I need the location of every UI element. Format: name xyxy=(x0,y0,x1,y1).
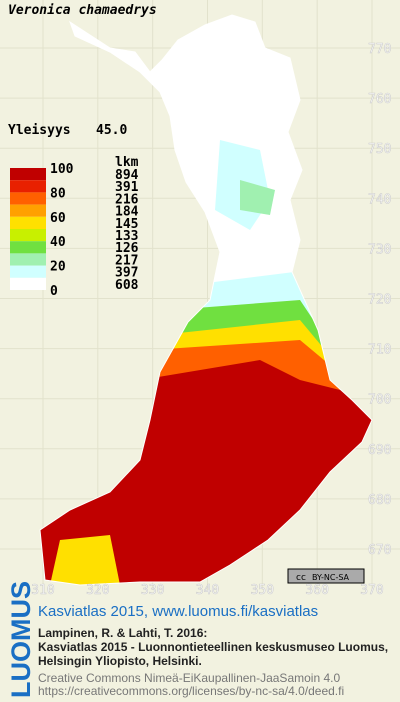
x-tick-label: 310 xyxy=(31,583,54,598)
badge-cc: cc xyxy=(296,573,306,583)
x-tick-label: 340 xyxy=(196,583,219,598)
legend-count: 145 xyxy=(115,217,138,232)
legend-count: 894 xyxy=(115,168,139,183)
legend-label: 100 xyxy=(50,162,74,177)
legend-swatch xyxy=(10,277,46,290)
footer-heading: Kasviatlas 2015, www.luomus.fi/kasviatla… xyxy=(38,603,318,620)
legend-count: 133 xyxy=(115,229,138,244)
legend-count: 608 xyxy=(115,278,139,293)
x-tick-label: 370 xyxy=(360,583,383,598)
legend-count: 391 xyxy=(115,180,139,195)
y-tick-label: 750 xyxy=(368,142,391,157)
legend-swatch xyxy=(10,216,46,229)
title: Veronica chamaedrys xyxy=(8,3,157,18)
license-line: Creative Commons Nimeä-EiKaupallinen-Jaa… xyxy=(38,671,340,685)
y-tick-label: 730 xyxy=(368,242,391,257)
y-tick-label: 670 xyxy=(368,543,391,558)
legend-swatch xyxy=(10,204,46,217)
legend-label: 60 xyxy=(50,211,66,226)
legend-count: 217 xyxy=(115,253,138,268)
legend-count: 184 xyxy=(115,205,139,220)
x-tick-label: 360 xyxy=(305,583,328,598)
badge-terms: BY-NC-SA xyxy=(312,573,350,582)
legend-swatch xyxy=(10,229,46,242)
count-header: lkm xyxy=(115,155,139,170)
legend-swatch xyxy=(10,180,46,193)
zone xyxy=(50,535,120,585)
frequency-value: 45.0 xyxy=(96,123,127,138)
legend-label: 80 xyxy=(50,186,66,201)
y-tick-label: 700 xyxy=(368,393,391,408)
legend-count: 397 xyxy=(115,266,138,281)
legend-swatch xyxy=(10,192,46,205)
citation-line: Lampinen, R. & Lahti, T. 2016: xyxy=(38,626,207,640)
frequency-label: Yleisyys xyxy=(8,123,71,138)
legend: 100 80 60 40 20 0 8943912161841451331262173976… xyxy=(10,162,139,299)
badge-box xyxy=(287,568,365,584)
x-tick-label: 350 xyxy=(251,583,274,598)
legend-count: 126 xyxy=(115,241,139,256)
citation-line: Kasviatlas 2015 - Luonnontieteellinen ke… xyxy=(38,640,388,654)
legend-label: 20 xyxy=(50,260,66,275)
legend-swatch xyxy=(10,168,46,181)
y-tick-label: 760 xyxy=(368,92,391,107)
x-tick-label: 320 xyxy=(86,583,109,598)
legend-swatch xyxy=(10,265,46,278)
license-line: https://creativecommons.org/licenses/by-… xyxy=(38,684,344,698)
y-tick-label: 710 xyxy=(368,343,391,358)
footer: Lampinen, R. & Lahti, T. 2016:Kasviatlas… xyxy=(38,626,388,698)
y-tick-label: 770 xyxy=(368,42,391,57)
x-tick-label: 330 xyxy=(141,583,164,598)
y-tick-label: 680 xyxy=(368,493,391,508)
y-tick-label: 740 xyxy=(368,192,391,207)
zone xyxy=(240,180,275,215)
logo: LUOMUS xyxy=(6,581,36,698)
license-badge: cc BY-NC-SA xyxy=(287,568,365,584)
legend-label: 40 xyxy=(50,235,66,250)
y-tick-label: 690 xyxy=(368,443,391,458)
legend-swatch xyxy=(10,253,46,266)
y-tick-label: 720 xyxy=(368,293,391,308)
legend-count: 216 xyxy=(115,192,139,207)
legend-label: 0 xyxy=(50,284,58,299)
citation-line: Helsingin Yliopisto, Helsinki. xyxy=(38,654,202,668)
legend-swatch xyxy=(10,241,46,254)
